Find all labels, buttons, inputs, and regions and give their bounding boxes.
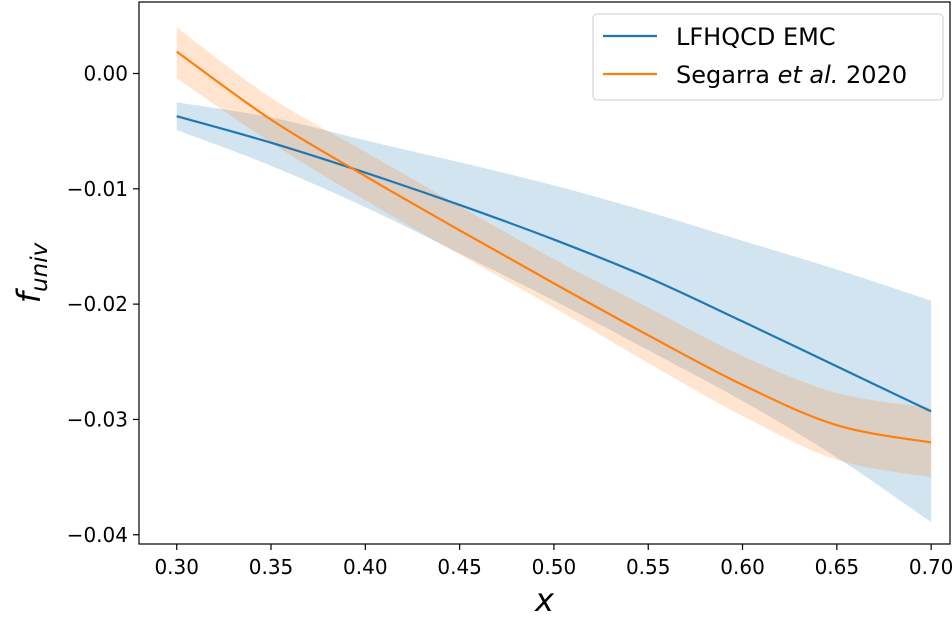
x-tick-label: 0.35 — [249, 555, 294, 579]
legend-label-segarra-prefix: Segarra — [676, 61, 778, 89]
legend-label-segarra: Segarra et al. 2020 — [676, 61, 907, 89]
x-tick-label: 0.45 — [437, 555, 482, 579]
x-axis-label: x — [534, 581, 555, 619]
x-tick-label: 0.65 — [815, 555, 860, 579]
band-lfhqcd — [176, 102, 932, 523]
line-lfhqcd — [176, 115, 932, 413]
y-tick-label: −0.03 — [67, 407, 128, 431]
x-tick-label: 0.60 — [720, 555, 765, 579]
band-segarra — [176, 27, 932, 478]
series-lines — [176, 50, 932, 444]
x-tick-label: 0.55 — [626, 555, 671, 579]
legend: LFHQCD EMC Segarra et al. 2020 — [592, 13, 944, 101]
x-tick-label: 0.40 — [343, 555, 388, 579]
x-axis-ticks: 0.30 0.35 0.40 0.45 0.50 0.55 0.60 0.65 0.70 — [154, 544, 952, 579]
legend-label-segarra-italic: et al. — [778, 61, 839, 89]
y-axis-label-subscript: univ — [27, 242, 53, 292]
legend-label-segarra-suffix: 2020 — [838, 61, 907, 89]
y-tick-label: −0.01 — [67, 177, 128, 201]
x-tick-label: 0.30 — [154, 555, 199, 579]
y-tick-label: 0.00 — [83, 61, 128, 85]
legend-label-lfhqcd: LFHQCD EMC — [676, 23, 836, 51]
y-axis-ticks: 0.00 −0.01 −0.02 −0.03 −0.04 — [67, 61, 139, 547]
x-tick-label: 0.70 — [909, 555, 952, 579]
y-axis-label: funiv — [10, 242, 53, 303]
y-tick-label: −0.04 — [67, 523, 128, 547]
legend-box — [592, 13, 944, 101]
y-tick-label: −0.02 — [67, 292, 128, 316]
uncertainty-bands — [176, 27, 932, 523]
plot-frame — [138, 1, 951, 545]
x-tick-label: 0.50 — [532, 555, 577, 579]
line-segarra — [176, 50, 932, 444]
